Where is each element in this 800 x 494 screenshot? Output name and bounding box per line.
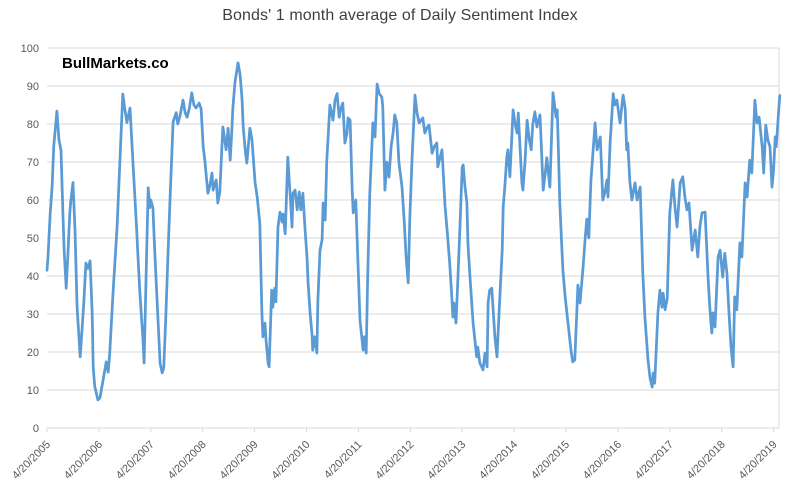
svg-text:4/20/2007: 4/20/2007 <box>114 439 157 482</box>
svg-text:30: 30 <box>27 309 39 321</box>
svg-text:10: 10 <box>27 385 39 397</box>
svg-text:4/20/2011: 4/20/2011 <box>322 439 365 482</box>
svg-text:90: 90 <box>27 81 39 93</box>
svg-text:4/20/2008: 4/20/2008 <box>166 439 209 482</box>
svg-text:4/20/2019: 4/20/2019 <box>737 439 780 482</box>
svg-text:4/20/2016: 4/20/2016 <box>581 439 624 482</box>
svg-text:4/20/2010: 4/20/2010 <box>270 439 313 482</box>
y-axis-labels: 0 10 20 30 40 50 60 70 80 90 100 <box>21 43 39 435</box>
svg-text:80: 80 <box>27 119 39 131</box>
svg-text:0: 0 <box>33 423 39 435</box>
bullmarkets-watermark: BullMarkets.co <box>62 55 169 72</box>
svg-text:4/20/2012: 4/20/2012 <box>373 439 416 482</box>
svg-text:4/20/2018: 4/20/2018 <box>685 439 728 482</box>
dsi-line-series <box>45 61 782 402</box>
svg-text:20: 20 <box>27 347 39 359</box>
svg-text:40: 40 <box>27 271 39 283</box>
svg-text:4/20/2005: 4/20/2005 <box>10 439 53 482</box>
svg-text:100: 100 <box>21 43 39 55</box>
svg-text:70: 70 <box>27 157 39 169</box>
gridlines <box>47 47 780 429</box>
svg-text:4/20/2009: 4/20/2009 <box>218 439 261 482</box>
svg-text:4/20/2006: 4/20/2006 <box>62 439 105 482</box>
svg-text:4/20/2015: 4/20/2015 <box>529 439 572 482</box>
svg-text:4/20/2013: 4/20/2013 <box>425 439 468 482</box>
x-axis <box>46 427 779 432</box>
x-axis-labels: 4/20/2005 4/20/2006 4/20/2007 4/20/2008 4/20… <box>10 439 780 482</box>
svg-text:60: 60 <box>27 195 39 207</box>
svg-text:50: 50 <box>27 233 39 245</box>
svg-text:4/20/2014: 4/20/2014 <box>477 439 520 482</box>
chart-title: Bonds' 1 month average of Daily Sentimen… <box>222 7 578 24</box>
svg-text:4/20/2017: 4/20/2017 <box>633 439 676 482</box>
